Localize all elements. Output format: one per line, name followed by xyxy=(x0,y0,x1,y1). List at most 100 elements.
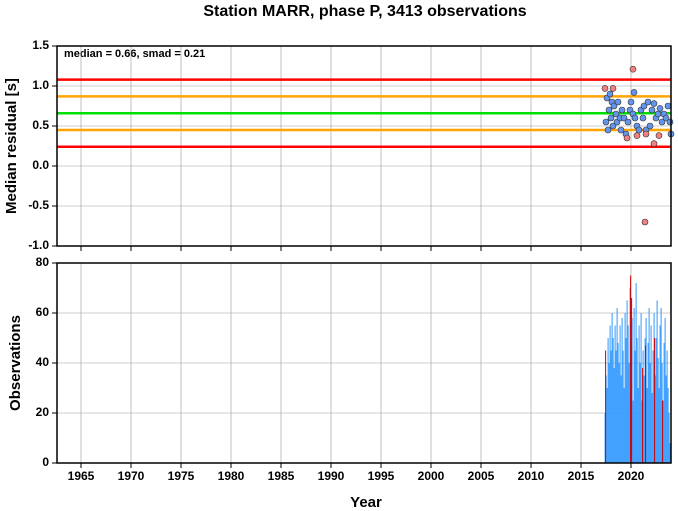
bar xyxy=(663,343,665,463)
x-tick-label: 1990 xyxy=(318,469,345,483)
bar xyxy=(620,375,622,463)
point xyxy=(655,132,663,139)
y-axis-label: Observations xyxy=(7,315,24,411)
bar xyxy=(648,308,650,463)
bar xyxy=(612,338,614,463)
bar xyxy=(610,350,612,463)
bar xyxy=(605,350,607,463)
bar xyxy=(615,350,617,463)
bar xyxy=(617,343,619,463)
bar xyxy=(616,308,618,463)
point xyxy=(601,85,609,92)
bar xyxy=(627,325,629,463)
point xyxy=(629,65,637,73)
point xyxy=(630,89,638,96)
point xyxy=(602,118,610,126)
bar xyxy=(618,363,620,463)
point xyxy=(612,110,620,118)
bar xyxy=(633,308,635,463)
point xyxy=(635,126,643,134)
point xyxy=(631,114,639,122)
bar xyxy=(660,308,662,463)
bar xyxy=(635,283,637,463)
bar xyxy=(658,388,660,463)
point xyxy=(618,106,626,114)
x-tick-label: 1985 xyxy=(268,469,295,483)
point xyxy=(664,102,672,110)
bar xyxy=(649,363,651,463)
bar xyxy=(621,318,623,463)
bar xyxy=(656,300,658,463)
point xyxy=(662,114,670,122)
bar xyxy=(606,388,608,463)
x-tick-label: 2020 xyxy=(618,469,645,483)
x-tick-label: 1995 xyxy=(368,469,395,483)
point xyxy=(606,90,614,98)
y-axis-label: Median residual [s] xyxy=(3,78,20,214)
point xyxy=(648,106,656,114)
y-tick-label: 0 xyxy=(42,455,49,469)
bar xyxy=(626,300,628,463)
point xyxy=(666,118,674,126)
x-tick-label: 2000 xyxy=(418,469,445,483)
y-tick-label: 0.0 xyxy=(32,158,49,172)
y-tick-label: 80 xyxy=(36,255,50,269)
bar xyxy=(632,400,634,463)
bar xyxy=(645,345,647,463)
x-tick-label: 2005 xyxy=(468,469,495,483)
bar xyxy=(640,313,642,463)
bar xyxy=(625,338,627,463)
bar xyxy=(628,363,630,463)
bar xyxy=(646,388,648,463)
x-tick-label: 1975 xyxy=(168,469,195,483)
y-tick-label: 1.0 xyxy=(32,78,49,92)
bar xyxy=(666,350,668,463)
point xyxy=(609,85,617,92)
bar xyxy=(647,343,649,463)
x-tick-label: 1965 xyxy=(68,469,95,483)
bar xyxy=(643,375,645,463)
bar xyxy=(669,443,671,463)
point xyxy=(650,140,658,147)
bar xyxy=(654,338,656,463)
y-tick-label: -1.0 xyxy=(28,238,49,252)
bar xyxy=(630,275,632,463)
bar xyxy=(659,325,661,463)
x-tick-label: 2015 xyxy=(568,469,595,483)
bar xyxy=(636,338,638,463)
bar xyxy=(668,413,670,463)
bar xyxy=(624,313,626,463)
point xyxy=(610,102,618,110)
bar xyxy=(655,338,657,463)
point xyxy=(642,130,650,138)
bar xyxy=(609,325,611,463)
annotation: median = 0.66, smad = 0.21 xyxy=(64,48,205,60)
point xyxy=(640,102,648,110)
point xyxy=(620,114,628,122)
y-tick-label: 1.5 xyxy=(32,38,49,52)
bar xyxy=(619,325,621,463)
bar xyxy=(613,368,615,463)
point xyxy=(609,122,617,130)
bar xyxy=(667,388,669,463)
point xyxy=(646,122,654,130)
bar xyxy=(664,318,666,463)
bar xyxy=(631,298,633,463)
bar xyxy=(642,368,644,463)
bar xyxy=(665,375,667,463)
y-tick-label: -0.5 xyxy=(28,198,49,212)
bar xyxy=(638,325,640,463)
x-tick-label: 2010 xyxy=(518,469,545,483)
x-axis-label: Year xyxy=(350,494,382,511)
x-tick-label: 1970 xyxy=(118,469,145,483)
bar xyxy=(611,313,613,463)
point xyxy=(641,218,649,226)
point xyxy=(627,98,635,106)
point xyxy=(624,118,632,126)
bar xyxy=(637,388,639,463)
point xyxy=(633,132,641,139)
point xyxy=(605,106,613,114)
point xyxy=(644,98,652,106)
point xyxy=(604,126,612,134)
